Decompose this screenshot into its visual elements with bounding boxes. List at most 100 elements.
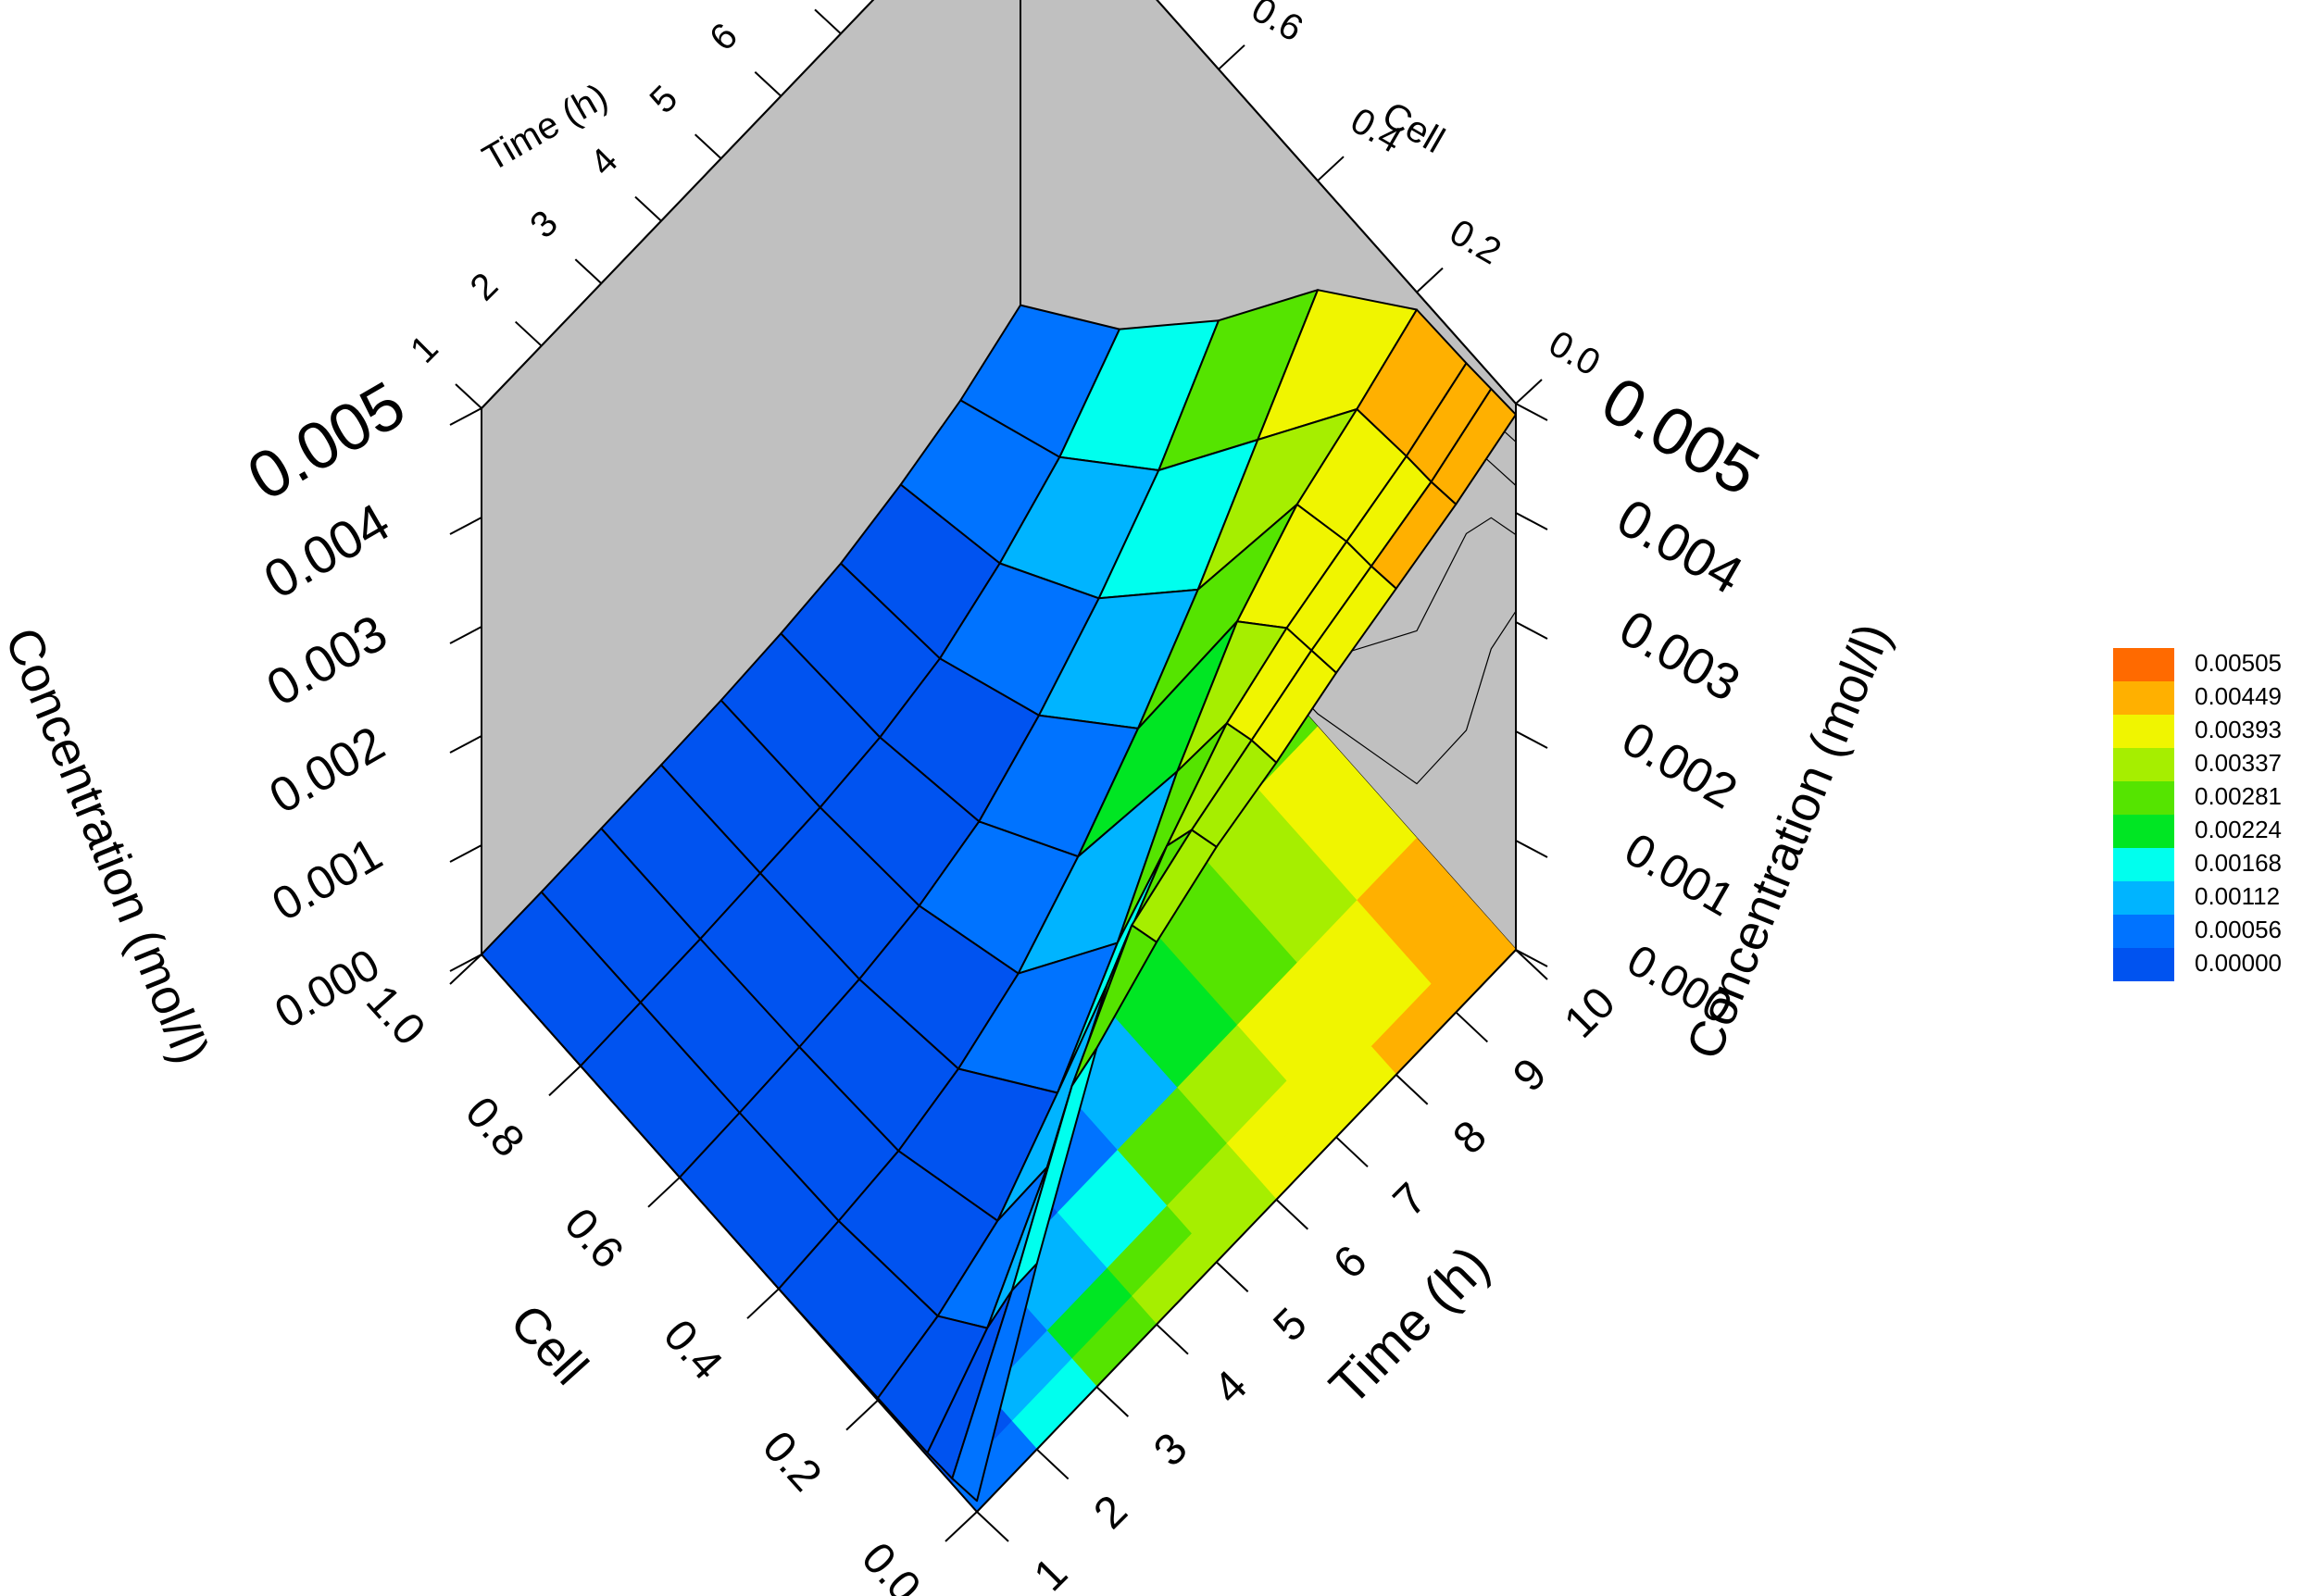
time-tick-mark xyxy=(1515,949,1548,980)
conc-left-tick-label: 0.001 xyxy=(263,827,391,930)
conc-left-tick-mark xyxy=(449,626,482,644)
conc-left-tick-label: 0.003 xyxy=(257,604,396,717)
time-tick-mark xyxy=(1335,1136,1369,1168)
cell-tick-mark xyxy=(449,954,482,985)
cell-tick-label: 0.0 xyxy=(852,1534,930,1596)
conc-left-tick-mark xyxy=(449,735,482,754)
conc-left-tick-label: 0.005 xyxy=(235,368,417,515)
time-tick-label: 3 xyxy=(1145,1424,1196,1476)
conc-left-tick-mark xyxy=(449,407,482,426)
time-tick-mark xyxy=(1095,1386,1130,1417)
time-axis-top xyxy=(481,0,875,409)
time-tick-label: 4 xyxy=(1205,1361,1257,1413)
chart-legend: 0.00505 0.00449 0.00393 0.00337 0.00281 0.002… xyxy=(2113,648,2282,981)
legend-label: 0.00281 xyxy=(2195,782,2282,810)
cell-tick-mark xyxy=(647,1177,681,1208)
time-tick-mark xyxy=(1215,1261,1249,1292)
legend-swatch xyxy=(2113,748,2174,781)
cell-axis-top xyxy=(1156,0,1517,405)
surface-mesh-layer xyxy=(481,289,1517,1502)
cell-axis-front xyxy=(481,954,978,1513)
time-top-tick-mark xyxy=(694,133,722,159)
time-top-tick-label: 3 xyxy=(522,203,566,246)
conc-right-tick-label: 0.001 xyxy=(1616,822,1744,926)
legend-label: 0.00337 xyxy=(2195,749,2282,777)
time-top-tick-mark xyxy=(514,320,543,347)
legend-label: 0.00449 xyxy=(2195,682,2282,710)
legend-label: 0.00505 xyxy=(2195,649,2282,677)
cell-top-tick-mark xyxy=(1317,156,1345,181)
conc-right-tick-label: 0.005 xyxy=(1589,363,1771,510)
legend-swatch xyxy=(2113,648,2174,681)
time-tick-label: 6 xyxy=(1324,1237,1376,1289)
time-top-tick-mark xyxy=(455,383,482,409)
cell-top-tick-mark xyxy=(1218,44,1245,70)
legend-label: 0.00393 xyxy=(2195,716,2282,743)
time-top-tick-label: 1 xyxy=(403,328,446,371)
cell-top-tick-label: 0.0 xyxy=(1542,323,1607,384)
legend-swatch xyxy=(2113,915,2174,948)
legend-swatch xyxy=(2113,815,2174,848)
cell-tick-label: 0.4 xyxy=(654,1311,732,1390)
legend-label: 0.00000 xyxy=(2195,949,2282,977)
cell-top-tick-mark xyxy=(1515,379,1543,405)
legend-label: 0.00224 xyxy=(2195,816,2282,843)
conc-right-tick-mark xyxy=(1515,840,1548,858)
legend-label: 0.00168 xyxy=(2195,849,2282,877)
time-tick-label: 8 xyxy=(1444,1112,1495,1164)
legend-swatch xyxy=(2113,881,2174,915)
conc-right-tick-label: 0.002 xyxy=(1613,711,1746,819)
conc-left-tick-mark xyxy=(449,517,482,535)
conc-right-tick-mark xyxy=(1515,730,1548,749)
cell-tick-label: 0.8 xyxy=(456,1088,533,1166)
legend-swatch xyxy=(2113,715,2174,748)
time-top-tick-label: 6 xyxy=(702,16,745,59)
conc-left-tick-mark xyxy=(449,954,482,972)
legend-swatch xyxy=(2113,681,2174,715)
time-tick-mark xyxy=(1275,1199,1309,1230)
legend-swatch xyxy=(2113,781,2174,815)
conc-right-tick-label: 0.003 xyxy=(1610,599,1750,713)
legend-label: 0.00112 xyxy=(2195,882,2280,910)
cell-tick-mark xyxy=(845,1399,879,1431)
time-tick-label: 9 xyxy=(1504,1049,1556,1101)
time-tick-label: 7 xyxy=(1384,1174,1436,1226)
time-top-tick-mark xyxy=(634,195,662,222)
time-axis-front xyxy=(976,949,1517,1513)
time-top-tick-label: 2 xyxy=(463,265,507,308)
cell-top-tick-mark xyxy=(1416,267,1444,293)
cell-top-tick-label: 0.6 xyxy=(1245,0,1309,50)
time-tick-label: 1 xyxy=(1025,1549,1077,1596)
legend-label: 0.00056 xyxy=(2195,916,2282,943)
cell-tick-mark xyxy=(746,1288,780,1319)
cell-tick-label: 0.6 xyxy=(555,1199,632,1278)
time-top-tick-mark xyxy=(754,71,782,97)
cell-tick-mark xyxy=(548,1065,582,1097)
surface-quad xyxy=(951,1263,1038,1502)
time-tick-mark xyxy=(1156,1323,1189,1355)
time-tick-mark xyxy=(1035,1448,1070,1480)
conc-right-tick-mark xyxy=(1515,403,1548,421)
time-top-tick-mark xyxy=(814,8,842,35)
time-tick-mark xyxy=(976,1511,1009,1542)
conc-left-tick-mark xyxy=(449,844,482,863)
cell-axis-title: Cell xyxy=(499,1294,598,1395)
legend-swatch xyxy=(2113,948,2174,981)
time-top-tick-label: 4 xyxy=(582,141,626,184)
conc-right-tick-mark xyxy=(1515,949,1548,967)
time-tick-label: 2 xyxy=(1084,1486,1136,1538)
time-tick-label: 5 xyxy=(1264,1299,1316,1351)
time-tick-label: 10 xyxy=(1555,978,1624,1047)
conc-right-tick-mark xyxy=(1515,512,1548,530)
cell-tick-mark xyxy=(945,1511,978,1542)
cell-top-tick-label: 0.2 xyxy=(1443,212,1508,273)
legend-swatch xyxy=(2113,848,2174,881)
conc-right-tick-mark xyxy=(1515,621,1548,640)
cell-tick-label: 0.2 xyxy=(753,1422,831,1501)
conc-left-tick-label: 0.002 xyxy=(260,716,394,824)
time-tick-mark xyxy=(1395,1074,1429,1105)
conc-left-axis-title: Concentration (mol/l) xyxy=(0,620,219,1071)
time-top-tick-label: 5 xyxy=(643,78,686,121)
time-top-tick-mark xyxy=(574,258,603,284)
